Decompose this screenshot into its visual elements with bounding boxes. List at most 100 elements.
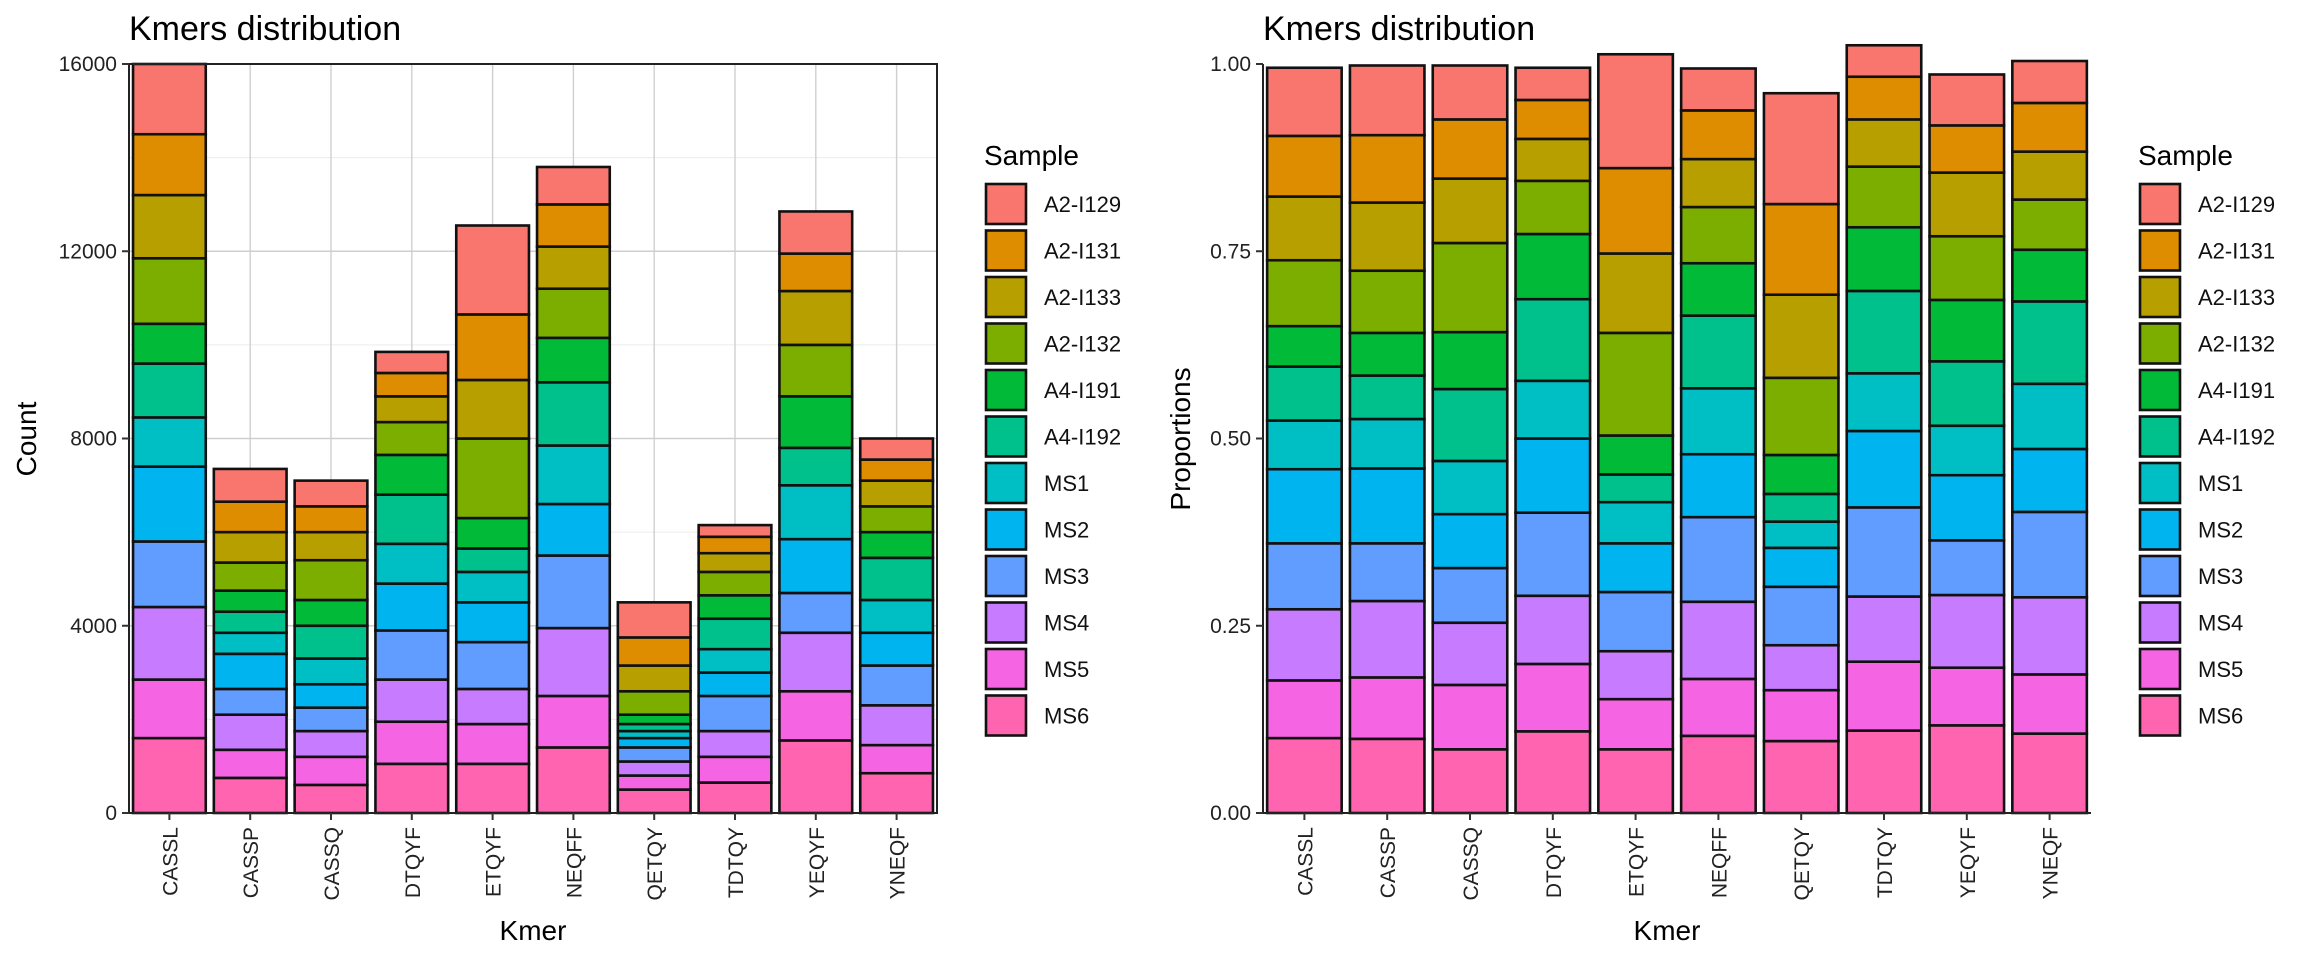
- legend-label: A4-I192: [1044, 425, 1121, 450]
- bar-stack-dtqyf: [374, 350, 450, 815]
- bar-segment-ms3: [535, 554, 612, 630]
- legend-label: A2-I132: [2198, 332, 2275, 357]
- bar-segment-ms1: [2011, 382, 2089, 451]
- bar-segment-ms2: [1845, 429, 1923, 509]
- legend-item-ms2: MS2: [984, 508, 1089, 551]
- bar-segment-a4-i192: [1348, 374, 1426, 421]
- bar-segment-a4-i192: [1514, 297, 1592, 383]
- bar-segment-ms3: [293, 706, 369, 733]
- bar-segment-ms3: [1845, 506, 1923, 598]
- bar-segment-a4-i192: [697, 617, 773, 651]
- y-tick-label: 4000: [70, 615, 117, 638]
- legend-swatch: [984, 368, 1028, 412]
- bar-segment-a2-i131: [131, 132, 208, 197]
- bar-segment-ms2: [1679, 452, 1757, 519]
- bar-segment-ms2: [1928, 473, 2006, 542]
- bar-segment-ms2: [535, 502, 612, 557]
- bar-segment-a4-i191: [131, 322, 208, 365]
- bar-segment-ms6: [535, 746, 612, 815]
- legend-swatch: [2138, 508, 2182, 551]
- bar-segment-a4-i192: [1597, 473, 1675, 504]
- legend: Sample A2-I129 A2-I131 A2-I133 A2-I132 A4-I19…: [984, 140, 1121, 737]
- bar-segment-ms5: [293, 755, 369, 787]
- legend-label: MS4: [1044, 611, 1089, 636]
- x-tick-label: CASSP: [1377, 827, 1400, 898]
- bar-stack-cassl: [131, 62, 208, 815]
- bar-segment-a4-i192: [212, 610, 288, 635]
- legend-item-a2-i133: A2-I133: [2138, 275, 2275, 319]
- legend-item-a4-i192: A4-I192: [984, 415, 1121, 458]
- bar-segment-a2-i129: [1845, 43, 1923, 79]
- bar-segment-ms4: [616, 760, 692, 777]
- bar-segment-a2-i129: [131, 62, 208, 136]
- bar-stack-cassq: [1431, 64, 1509, 815]
- x-tick-label: QETQY: [644, 827, 667, 901]
- bar-segment-ms4: [1845, 595, 1923, 664]
- bar-segment-ms5: [2011, 673, 2089, 735]
- bar-stack-cassq: [293, 479, 369, 815]
- bar-segment-ms6: [616, 788, 692, 815]
- x-tick-label: QETQY: [1791, 827, 1814, 901]
- bar-segment-ms5: [454, 722, 531, 766]
- bar-stack-qetqy: [1762, 91, 1840, 815]
- bar-segment-a2-i133: [858, 479, 935, 508]
- legend-label: MS3: [1044, 564, 1089, 589]
- bar-segment-ms4: [2011, 595, 2089, 676]
- bar-segment-a2-i133: [1431, 177, 1509, 245]
- y-tick-label: 1.00: [1210, 53, 1251, 76]
- bar-segment-a2-i133: [1265, 195, 1343, 262]
- legend-title: Sample: [984, 140, 1079, 171]
- legend-label: A2-I131: [1044, 239, 1121, 264]
- legend-label: A2-I129: [2198, 192, 2275, 217]
- bar-segment-a2-i129: [535, 165, 612, 206]
- legend-item-a2-i132: A2-I132: [984, 322, 1121, 365]
- bar-segment-ms1: [778, 484, 854, 541]
- bar-segment-a2-i133: [2011, 150, 2089, 201]
- bar-segment-a2-i131: [697, 535, 773, 555]
- bar-segment-a2-i133: [212, 530, 288, 564]
- bar-segment-ms3: [1348, 542, 1426, 603]
- bar-segment-a2-i131: [1348, 133, 1426, 204]
- bar-segment-a2-i132: [1265, 258, 1343, 328]
- bar-segment-ms2: [2011, 447, 2089, 514]
- bar-segment-ms2: [1762, 546, 1840, 589]
- bar-stack-dtqyf: [1514, 66, 1592, 815]
- bar-segment-a4-i191: [1679, 261, 1757, 317]
- bar-segment-ms5: [1845, 660, 1923, 732]
- bar-segment-ms6: [1514, 730, 1592, 815]
- bar-segment-a2-i131: [1597, 166, 1675, 255]
- bar-segment-ms5: [1514, 662, 1592, 733]
- legend-label: MS5: [2198, 657, 2243, 682]
- bar-segment-a2-i132: [778, 343, 854, 398]
- x-tick-label: YNEQF: [2040, 827, 2063, 899]
- bar-segment-a2-i132: [1348, 269, 1426, 335]
- legend-swatch: [2138, 415, 2182, 458]
- bar-segment-ms2: [1597, 542, 1675, 594]
- x-tick-label: YEQYF: [806, 827, 829, 898]
- bar-segment-a4-i191: [1845, 225, 1923, 293]
- bar-segment-a2-i132: [212, 561, 288, 592]
- bar-segment-a2-i132: [1762, 376, 1840, 457]
- bar-segment-a2-i131: [454, 313, 531, 382]
- bar-segment-a2-i129: [1679, 67, 1757, 112]
- bar-segment-ms5: [1431, 683, 1509, 751]
- bar-segment-a2-i133: [1762, 293, 1840, 380]
- bar-segment-ms6: [1431, 748, 1509, 815]
- bar-segment-ms3: [1762, 585, 1840, 647]
- bar-segment-a4-i192: [1265, 365, 1343, 422]
- x-tick-label: YNEQF: [887, 827, 910, 899]
- bar-segment-a4-i191: [293, 598, 369, 628]
- legend-item-a2-i129: A2-I129: [2138, 182, 2275, 226]
- bar-segment-ms1: [535, 444, 612, 506]
- legend-item-a4-i192: A4-I192: [2138, 415, 2275, 458]
- bar-segment-ms3: [697, 694, 773, 733]
- bar-stack-neqff: [1679, 67, 1757, 815]
- bar-segment-a4-i191: [1265, 324, 1343, 368]
- legend-swatch: [984, 694, 1028, 737]
- legend-label: A4-I192: [2198, 425, 2275, 450]
- bar-segment-ms5: [1348, 676, 1426, 741]
- x-axis-title: Kmer: [500, 915, 567, 946]
- bar-segment-ms4: [1348, 599, 1426, 679]
- bar-segment-a2-i129: [616, 601, 692, 639]
- legend-swatch: [984, 461, 1028, 505]
